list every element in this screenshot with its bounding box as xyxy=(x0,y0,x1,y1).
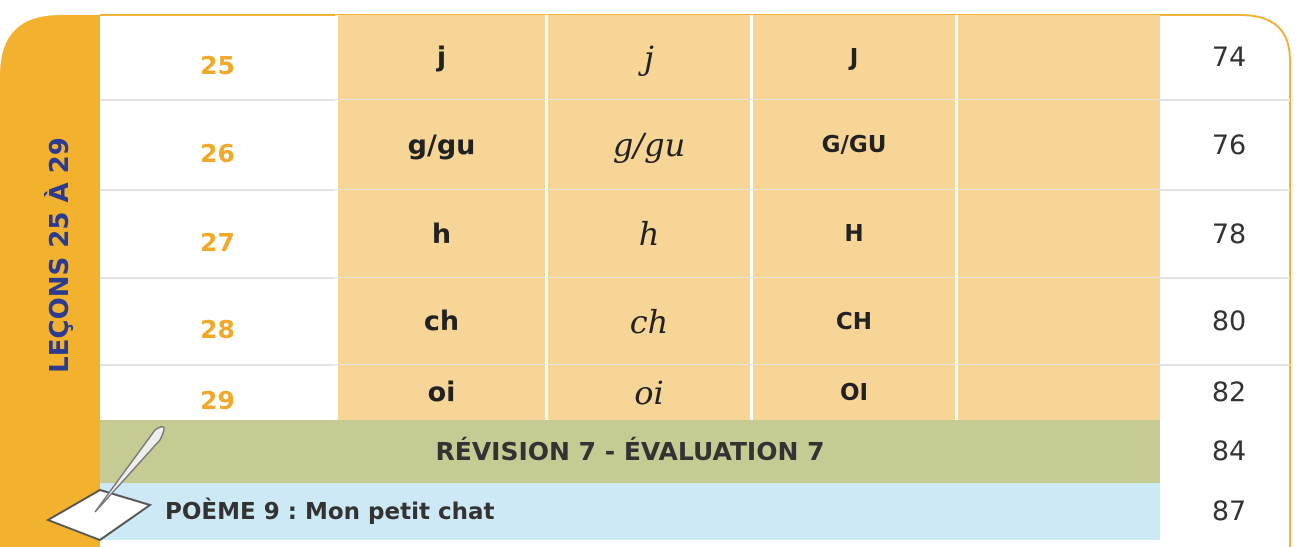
page-number: 74 xyxy=(1211,42,1247,73)
print-letter: g/gu xyxy=(335,100,545,190)
border xyxy=(100,14,1291,547)
poem-label: POÈME 9 : Mon petit chat xyxy=(165,498,495,525)
page-number: 80 xyxy=(1211,306,1247,337)
revision-label: RÉVISION 7 - ÉVALUATION 7 xyxy=(435,437,825,466)
lesson-number: 25 xyxy=(200,51,235,80)
poem-page: 87 xyxy=(1211,496,1247,527)
empty-cell xyxy=(955,278,1160,365)
lesson-number: 27 xyxy=(200,227,235,257)
print-letter: j xyxy=(335,15,545,100)
capital-letter: OI xyxy=(750,365,955,420)
page-number: 76 xyxy=(1211,129,1247,161)
capital-letter: H xyxy=(750,190,955,278)
page-number: 82 xyxy=(1211,377,1247,408)
capital-letter: J xyxy=(750,15,955,100)
empty-cell xyxy=(955,190,1160,278)
lesson-number: 29 xyxy=(200,386,235,415)
lesson-number: 26 xyxy=(200,138,235,168)
cursive-letter: g/gu xyxy=(545,100,750,190)
capital-letter: G/GU xyxy=(750,100,955,190)
cursive-letter: h xyxy=(545,190,750,278)
page-number: 78 xyxy=(1211,218,1247,250)
revision-page: 84 xyxy=(1211,436,1247,467)
side-band xyxy=(0,15,100,547)
lesson-number: 28 xyxy=(200,315,235,344)
print-letter: h xyxy=(335,190,545,278)
empty-cell xyxy=(955,100,1160,190)
capital-letter: CH xyxy=(750,278,955,365)
print-letter: ch xyxy=(335,278,545,365)
print-letter: oi xyxy=(335,365,545,420)
cursive-letter: oi xyxy=(545,365,750,420)
empty-cell xyxy=(955,365,1160,420)
side-label: LEÇONS 25 À 29 xyxy=(45,137,76,373)
revision-bg xyxy=(100,420,1160,483)
quill-icon xyxy=(45,425,165,542)
cursive-letter: j xyxy=(545,15,750,100)
poem-bg xyxy=(100,483,1160,540)
cursive-letter: ch xyxy=(545,278,750,365)
empty-cell xyxy=(955,15,1160,100)
